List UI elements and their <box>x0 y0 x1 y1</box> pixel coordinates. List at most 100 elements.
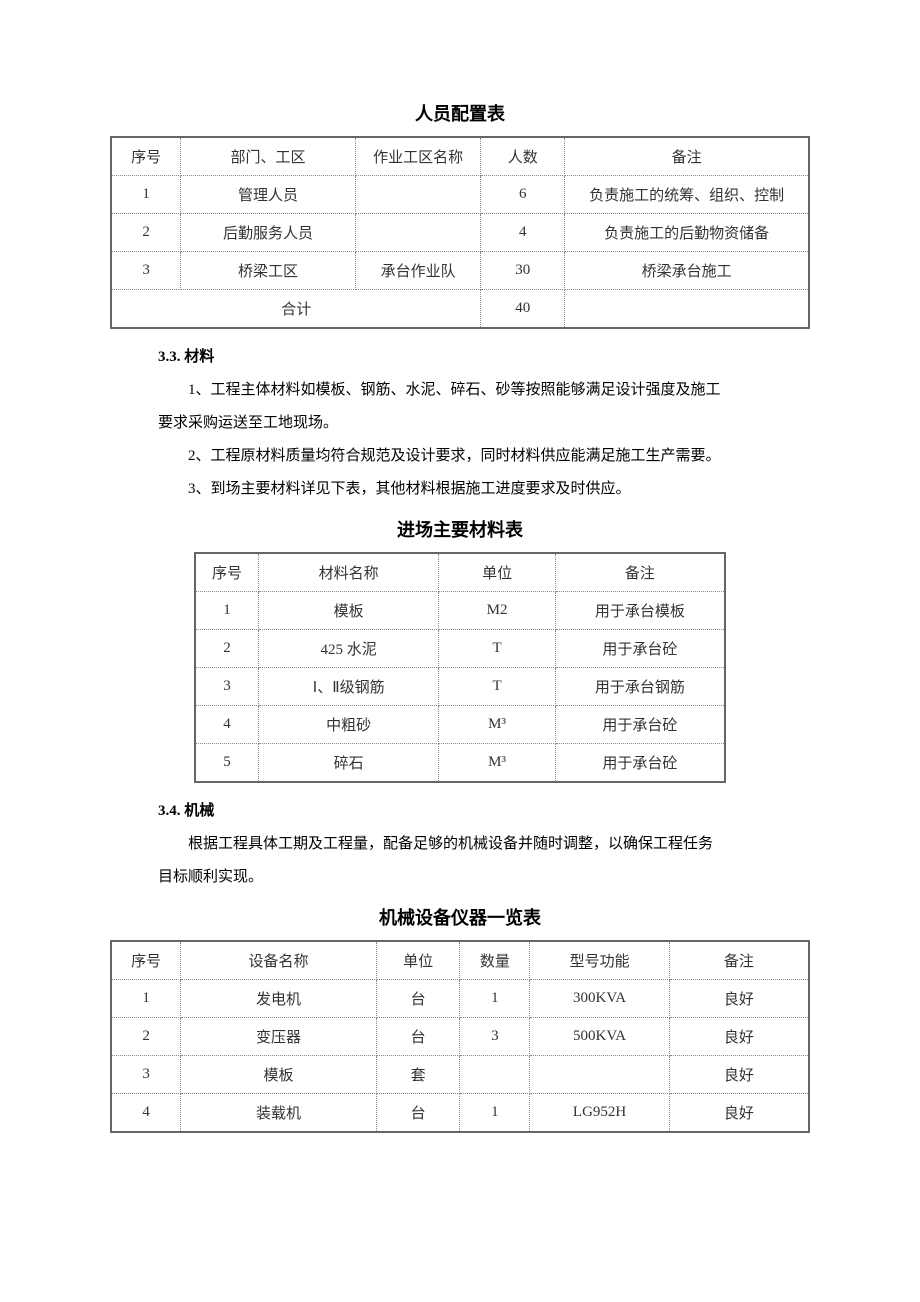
cell: 中粗砂 <box>259 706 439 744</box>
personnel-table: 序号 部门、工区 作业工区名称 人数 备注 1 管理人员 6 负责施工的统筹、组… <box>110 136 810 329</box>
cell: 用于承台砼 <box>555 706 725 744</box>
cell: 用于承台模板 <box>555 592 725 630</box>
paragraph: 1、工程主体材料如模板、钢筋、水泥、碎石、砂等按照能够满足设计强度及施工 <box>110 374 810 407</box>
table-row: 3 Ⅰ、Ⅱ级钢筋 T 用于承台钢筋 <box>195 668 725 706</box>
cell: 管理人员 <box>181 176 356 214</box>
paragraph: 要求采购运送至工地现场。 <box>110 407 810 440</box>
table-row: 1 模板 M2 用于承台模板 <box>195 592 725 630</box>
cell: M³ <box>439 706 556 744</box>
cell: 负责施工的统筹、组织、控制 <box>565 176 809 214</box>
cell: 300KVA <box>530 980 670 1018</box>
cell: 5 <box>195 744 259 783</box>
table-row: 1 发电机 台 1 300KVA 良好 <box>111 980 809 1018</box>
cell: 良好 <box>669 1056 809 1094</box>
cell: 30 <box>481 252 565 290</box>
cell: 套 <box>376 1056 460 1094</box>
cell: Ⅰ、Ⅱ级钢筋 <box>259 668 439 706</box>
paragraph: 目标顺利实现。 <box>110 861 810 894</box>
paragraph: 2、工程原材料质量均符合规范及设计要求，同时材料供应能满足施工生产需要。 <box>110 440 810 473</box>
cell: M³ <box>439 744 556 783</box>
col-header: 部门、工区 <box>181 137 356 176</box>
cell: 用于承台砼 <box>555 744 725 783</box>
cell: 台 <box>376 1018 460 1056</box>
cell: 模板 <box>181 1056 376 1094</box>
cell <box>530 1056 670 1094</box>
cell: M2 <box>439 592 556 630</box>
cell: 承台作业队 <box>355 252 481 290</box>
cell: LG952H <box>530 1094 670 1133</box>
materials-table: 序号 材料名称 单位 备注 1 模板 M2 用于承台模板 2 425 水泥 T … <box>194 552 726 783</box>
cell: 1 <box>460 980 530 1018</box>
cell: 6 <box>481 176 565 214</box>
col-header: 单位 <box>376 941 460 980</box>
cell: 1 <box>111 980 181 1018</box>
col-header: 材料名称 <box>259 553 439 592</box>
col-header: 单位 <box>439 553 556 592</box>
cell <box>355 176 481 214</box>
cell: 台 <box>376 1094 460 1133</box>
cell: 3 <box>111 1056 181 1094</box>
table-row: 2 后勤服务人员 4 负责施工的后勤物资储备 <box>111 214 809 252</box>
table-row: 3 模板 套 良好 <box>111 1056 809 1094</box>
cell: 装载机 <box>181 1094 376 1133</box>
cell: 后勤服务人员 <box>181 214 356 252</box>
table-header-row: 序号 部门、工区 作业工区名称 人数 备注 <box>111 137 809 176</box>
col-header: 人数 <box>481 137 565 176</box>
section-3-3-heading: 3.3. 材料 <box>110 345 810 366</box>
cell: 用于承台砼 <box>555 630 725 668</box>
col-header: 备注 <box>669 941 809 980</box>
cell: 4 <box>195 706 259 744</box>
col-header: 序号 <box>111 137 181 176</box>
materials-table-title: 进场主要材料表 <box>110 516 810 542</box>
cell: 用于承台钢筋 <box>555 668 725 706</box>
cell: 3 <box>111 252 181 290</box>
footer-blank <box>565 290 809 329</box>
table-footer-row: 合计 40 <box>111 290 809 329</box>
cell: 4 <box>111 1094 181 1133</box>
cell: 2 <box>195 630 259 668</box>
equipment-table: 序号 设备名称 单位 数量 型号功能 备注 1 发电机 台 1 300KVA 良… <box>110 940 810 1133</box>
section-3-4-heading: 3.4. 机械 <box>110 799 810 820</box>
cell: 良好 <box>669 980 809 1018</box>
col-header: 设备名称 <box>181 941 376 980</box>
cell: 2 <box>111 214 181 252</box>
cell: 4 <box>481 214 565 252</box>
cell: 425 水泥 <box>259 630 439 668</box>
table-row: 2 变压器 台 3 500KVA 良好 <box>111 1018 809 1056</box>
table-header-row: 序号 设备名称 单位 数量 型号功能 备注 <box>111 941 809 980</box>
equipment-table-title: 机械设备仪器一览表 <box>110 904 810 930</box>
cell: 变压器 <box>181 1018 376 1056</box>
col-header: 序号 <box>195 553 259 592</box>
col-header: 备注 <box>565 137 809 176</box>
footer-label: 合计 <box>111 290 481 329</box>
table-row: 4 装载机 台 1 LG952H 良好 <box>111 1094 809 1133</box>
table-row: 2 425 水泥 T 用于承台砼 <box>195 630 725 668</box>
cell: 1 <box>111 176 181 214</box>
cell: T <box>439 668 556 706</box>
table-row: 3 桥梁工区 承台作业队 30 桥梁承台施工 <box>111 252 809 290</box>
cell: 桥梁工区 <box>181 252 356 290</box>
table-row: 1 管理人员 6 负责施工的统筹、组织、控制 <box>111 176 809 214</box>
cell: 发电机 <box>181 980 376 1018</box>
cell: 模板 <box>259 592 439 630</box>
table-row: 5 碎石 M³ 用于承台砼 <box>195 744 725 783</box>
cell: 负责施工的后勤物资储备 <box>565 214 809 252</box>
paragraph: 根据工程具体工期及工程量，配备足够的机械设备并随时调整，以确保工程任务 <box>110 828 810 861</box>
cell: T <box>439 630 556 668</box>
cell: 碎石 <box>259 744 439 783</box>
cell: 500KVA <box>530 1018 670 1056</box>
table-header-row: 序号 材料名称 单位 备注 <box>195 553 725 592</box>
col-header: 型号功能 <box>530 941 670 980</box>
cell: 3 <box>460 1018 530 1056</box>
personnel-table-title: 人员配置表 <box>110 100 810 126</box>
cell: 台 <box>376 980 460 1018</box>
cell <box>355 214 481 252</box>
cell: 桥梁承台施工 <box>565 252 809 290</box>
paragraph: 3、到场主要材料详见下表，其他材料根据施工进度要求及时供应。 <box>110 473 810 506</box>
cell <box>460 1056 530 1094</box>
col-header: 作业工区名称 <box>355 137 481 176</box>
cell: 良好 <box>669 1094 809 1133</box>
cell: 3 <box>195 668 259 706</box>
footer-value: 40 <box>481 290 565 329</box>
cell: 1 <box>460 1094 530 1133</box>
